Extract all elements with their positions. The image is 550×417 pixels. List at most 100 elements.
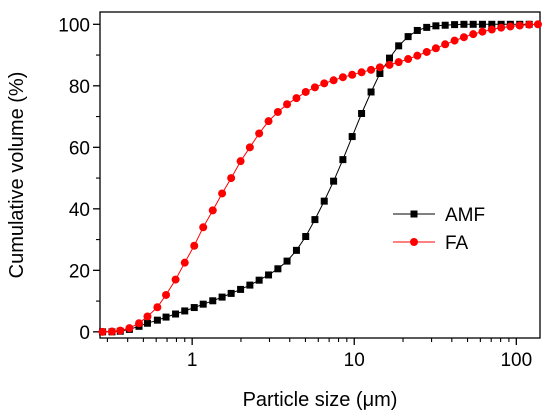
data-point-amf (367, 88, 375, 96)
y-tick-label: 100 (58, 15, 90, 36)
x-tick-label: 10 (344, 350, 365, 371)
data-point-fa (208, 206, 217, 215)
data-point-fa (310, 83, 319, 92)
data-point-amf (283, 257, 291, 265)
data-point-amf (385, 54, 393, 62)
legend-label-amf: AMF (445, 205, 485, 226)
data-point-fa (459, 33, 468, 42)
data-point-fa (283, 100, 292, 109)
data-point-fa (525, 20, 534, 29)
data-point-fa (199, 223, 208, 232)
data-point-amf (423, 23, 431, 31)
data-point-amf (209, 297, 217, 305)
data-point-amf (199, 300, 207, 308)
data-point-fa (348, 70, 357, 79)
data-point-amf (330, 177, 338, 185)
data-point-fa (515, 21, 524, 30)
data-point-fa (125, 324, 134, 333)
data-point-fa (478, 27, 487, 36)
data-point-fa (98, 327, 107, 336)
data-point-amf (302, 233, 310, 241)
data-point-fa (320, 79, 329, 88)
data-point-fa (431, 44, 440, 53)
data-point-fa (422, 47, 431, 56)
data-point-fa (357, 68, 366, 77)
x-tick-label: 100 (500, 350, 532, 371)
data-point-fa (135, 319, 144, 328)
x-axis-title: Particle size (μm) (243, 389, 398, 411)
data-point-fa (116, 326, 125, 335)
data-point-fa (441, 40, 450, 49)
data-point-amf (339, 156, 347, 164)
data-point-fa (143, 312, 152, 321)
data-point-amf (488, 20, 496, 28)
data-point-fa (450, 36, 459, 45)
data-point-amf (274, 265, 282, 273)
y-tick-label: 20 (69, 261, 90, 282)
y-tick-label: 0 (79, 323, 90, 344)
data-point-fa (385, 60, 394, 69)
data-point-amf (143, 319, 151, 327)
data-point-fa (245, 143, 254, 152)
data-point-fa (469, 30, 478, 39)
data-point-fa (107, 327, 116, 336)
y-tick-label: 40 (69, 200, 90, 221)
data-point-amf (469, 20, 477, 28)
data-point-fa (367, 65, 376, 74)
data-point-fa (338, 73, 347, 82)
y-tick-label: 80 (69, 77, 90, 98)
data-point-fa (162, 290, 171, 299)
x-tick-label: 1 (187, 350, 198, 371)
data-point-fa (292, 94, 301, 103)
legend-marker-fa (410, 238, 418, 246)
data-point-amf (153, 316, 161, 324)
data-point-amf (311, 216, 319, 224)
data-point-amf (227, 289, 235, 297)
data-point-fa (413, 51, 422, 60)
data-point-fa (236, 157, 245, 166)
data-point-fa (404, 55, 413, 64)
data-point-amf (181, 307, 189, 315)
data-point-amf (237, 285, 245, 293)
data-point-fa (153, 303, 162, 312)
data-point-amf (162, 313, 170, 321)
data-point-fa (255, 129, 264, 138)
legend-label-fa: FA (445, 233, 469, 254)
data-point-fa (227, 174, 236, 183)
data-point-amf (376, 70, 384, 78)
data-point-amf (358, 109, 366, 117)
plot-frame (99, 11, 541, 339)
data-point-fa (264, 117, 273, 126)
data-point-amf (246, 281, 254, 289)
data-point-fa (533, 20, 542, 29)
data-point-amf (348, 133, 356, 141)
data-point-fa (180, 258, 189, 267)
axes-group: 0 20 40 60 80 100 1 10 100 (58, 11, 541, 371)
data-point-fa (329, 76, 338, 85)
legend-marker-amf (410, 210, 418, 218)
data-point-fa (487, 25, 496, 34)
data-point-amf (432, 22, 440, 30)
data-point-fa (375, 63, 384, 72)
data-point-amf (255, 276, 263, 284)
data-point-amf (265, 271, 273, 279)
data-point-fa (273, 107, 282, 116)
data-point-amf (441, 21, 449, 29)
legend: AMF FA (393, 205, 485, 254)
data-point-amf (172, 310, 180, 318)
y-tick-label: 60 (69, 138, 90, 159)
data-point-fa (190, 241, 199, 250)
data-point-amf (218, 293, 226, 301)
data-point-amf (320, 197, 328, 205)
data-point-amf (413, 26, 421, 34)
data-point-amf (292, 246, 300, 254)
data-point-fa (218, 189, 227, 198)
data-point-fa (301, 87, 310, 96)
data-point-amf (190, 304, 198, 312)
data-point-fa (506, 22, 515, 31)
data-point-fa (394, 58, 403, 67)
data-point-amf (460, 20, 468, 28)
data-point-amf (395, 42, 403, 50)
